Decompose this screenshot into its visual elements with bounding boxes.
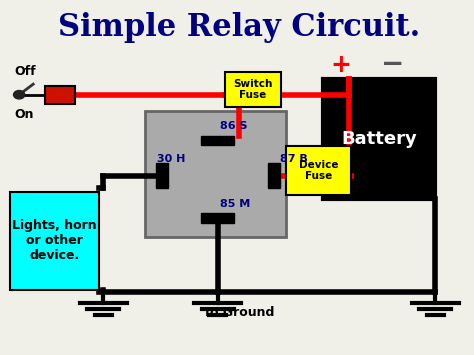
Text: On: On: [15, 108, 34, 121]
Circle shape: [14, 91, 25, 99]
Bar: [155, 163, 168, 188]
Text: 86 S: 86 S: [220, 121, 248, 131]
Bar: [10, 192, 99, 290]
Text: 87 B: 87 B: [280, 154, 307, 164]
Bar: [268, 163, 280, 188]
Bar: [323, 79, 435, 199]
Bar: [201, 136, 234, 145]
Text: 30 H: 30 H: [157, 154, 185, 164]
Text: 85 M: 85 M: [220, 200, 250, 209]
Text: Battery: Battery: [341, 130, 417, 148]
Text: −: −: [382, 50, 405, 78]
Text: Off: Off: [15, 65, 36, 78]
Bar: [45, 86, 75, 104]
Bar: [286, 146, 351, 195]
Text: To Ground: To Ground: [203, 306, 274, 319]
Text: +: +: [330, 53, 351, 77]
Text: Simple Relay Circuit.: Simple Relay Circuit.: [58, 12, 420, 43]
Bar: [201, 213, 234, 223]
Text: Device
Fuse: Device Fuse: [299, 160, 338, 181]
Text: Lights, horn
or other
device.: Lights, horn or other device.: [12, 219, 97, 262]
Bar: [225, 72, 281, 107]
Text: Switch
Fuse: Switch Fuse: [233, 79, 273, 100]
Bar: [146, 110, 286, 237]
